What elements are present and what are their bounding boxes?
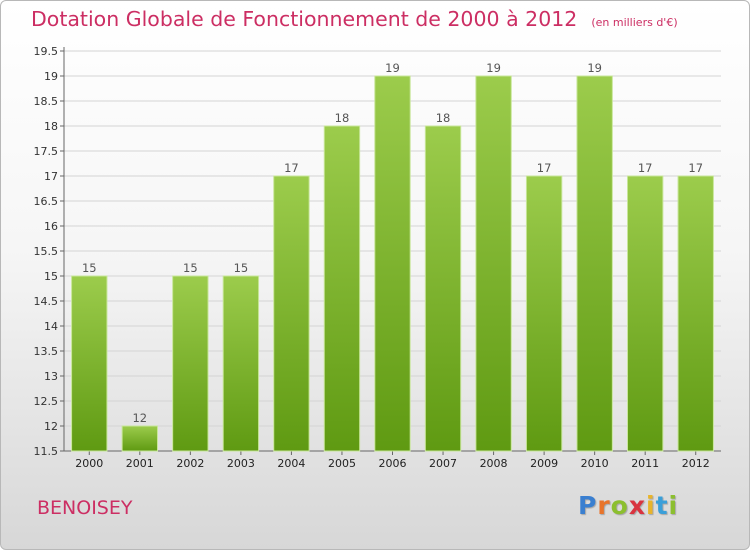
y-tick-label: 11.5 (34, 445, 59, 458)
x-tick-label-2010: 2010 (581, 457, 609, 470)
logo-letter: x (628, 491, 646, 520)
x-tick-label-2005: 2005 (328, 457, 356, 470)
bar-2002 (172, 275, 209, 452)
data-label-2005: 18 (335, 111, 350, 125)
bar-2010 (576, 75, 613, 452)
proxiti-logo: Proxiti (578, 491, 678, 520)
logo-letter: r (597, 491, 611, 520)
x-tick-label-2008: 2008 (480, 457, 508, 470)
bar-2009 (525, 175, 563, 452)
bar-2008 (475, 75, 512, 452)
x-tick-label-2002: 2002 (176, 457, 204, 470)
x-tick-label-2011: 2011 (631, 457, 659, 470)
logo-letter: t (655, 491, 669, 520)
place-name: BENOISEY (37, 497, 133, 519)
data-label-2004: 17 (284, 161, 299, 175)
y-tick-label: 19 (44, 70, 58, 83)
data-label-2002: 15 (183, 261, 198, 275)
bar-2005 (323, 125, 361, 452)
bar-2007 (424, 125, 462, 452)
data-label-2007: 18 (436, 111, 451, 125)
y-tick-label: 13.5 (34, 345, 59, 358)
data-label-2001: 12 (132, 411, 147, 425)
x-tick-label-2000: 2000 (75, 457, 103, 470)
x-tick-label-2004: 2004 (277, 457, 305, 470)
y-tick-label: 12.5 (34, 395, 59, 408)
x-tick-label-2001: 2001 (126, 457, 154, 470)
data-label-2003: 15 (234, 261, 249, 275)
y-tick-label: 12 (44, 420, 58, 433)
data-label-2000: 15 (82, 261, 97, 275)
data-label-2012: 17 (688, 161, 703, 175)
data-label-2006: 19 (385, 61, 400, 75)
logo-letter: i (646, 491, 656, 520)
data-label-2008: 19 (486, 61, 501, 75)
bar-2004 (273, 175, 310, 452)
y-tick-label: 15 (44, 270, 58, 283)
x-tick-label-2007: 2007 (429, 457, 457, 470)
y-tick-label: 14.5 (34, 295, 59, 308)
bar-2003 (222, 275, 260, 452)
y-tick-label: 16 (44, 220, 58, 233)
logo-letter: o (610, 491, 629, 520)
title-text: Dotation Globale de Fonctionnement de 20… (31, 7, 578, 31)
y-tick-label: 17.5 (34, 145, 59, 158)
chart-subtitle: (en milliers d'€) (591, 16, 678, 29)
y-tick-label: 14 (44, 320, 58, 333)
data-label-2011: 17 (638, 161, 653, 175)
x-tick-label-2012: 2012 (682, 457, 710, 470)
bar-2011 (627, 175, 664, 452)
data-label-2009: 17 (537, 161, 552, 175)
bar-2012 (677, 175, 714, 452)
chart-title: Dotation Globale de Fonctionnement de 20… (31, 7, 678, 31)
logo-letter: i (668, 491, 679, 520)
bars (71, 75, 714, 452)
y-tick-label: 13 (44, 370, 58, 383)
y-tick-label: 19.5 (34, 45, 59, 58)
y-tick-label: 17 (44, 170, 58, 183)
bar-2006 (374, 75, 411, 452)
labels: 11.5 12 12.5 13 13.5 14 14.5 15 15.5 16 16.5 17 17.5… (34, 45, 710, 470)
x-tick-label-2009: 2009 (530, 457, 558, 470)
data-label-2010: 19 (587, 61, 602, 75)
x-tick-label-2003: 2003 (227, 457, 255, 470)
bar-2000 (71, 275, 108, 452)
y-tick-label: 16.5 (34, 195, 59, 208)
logo-letter: P (578, 491, 598, 520)
y-tick-label: 15.5 (34, 245, 59, 258)
y-tick-label: 18 (44, 120, 58, 133)
x-tick-label-2006: 2006 (379, 457, 407, 470)
y-tick-label: 18.5 (34, 95, 59, 108)
bar-2001 (121, 425, 158, 452)
